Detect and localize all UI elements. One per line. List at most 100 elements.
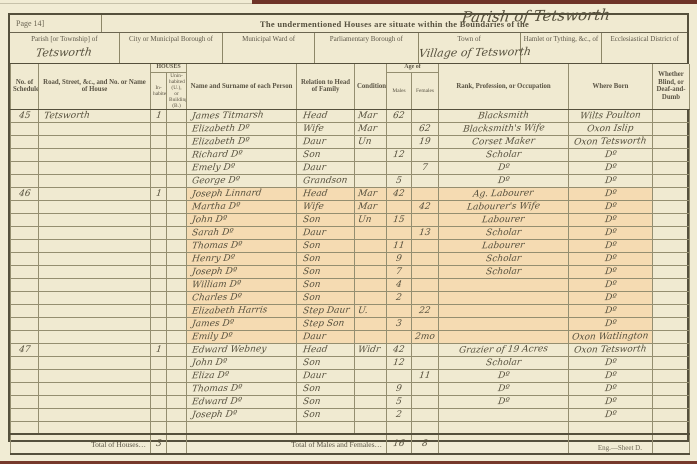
road-cell <box>38 329 151 344</box>
relation-cell-text: Daur <box>302 136 327 147</box>
infirmity-cell <box>652 134 690 149</box>
age-male-cell: 42 <box>386 186 412 201</box>
age-male-cell: 9 <box>386 251 412 266</box>
born-cell: Dº <box>568 199 653 214</box>
inhabited-cell <box>150 199 167 214</box>
born-cell: Oxon Watlington <box>568 329 653 344</box>
road-cell <box>38 394 151 409</box>
uninhabited-cell <box>166 238 187 253</box>
name-cell-text: Emily Dº <box>191 331 233 342</box>
condition-cell <box>354 407 387 422</box>
age-male-cell: 12 <box>386 147 412 162</box>
name-cell-text: James Titmarsh <box>191 109 265 122</box>
relation-cell-text: Head <box>302 110 329 121</box>
name-cell: Elizabeth Harris <box>186 303 297 318</box>
born-cell: Dº <box>568 264 653 279</box>
totals-empty-cell <box>438 433 569 455</box>
relation-cell-text: Son <box>302 240 322 251</box>
age-female-cell-text: 13 <box>418 227 432 238</box>
uninhabited-cell <box>166 368 187 383</box>
occupation-cell <box>438 420 569 435</box>
relation-cell <box>296 420 355 435</box>
age-male-cell-text: 11 <box>392 240 406 251</box>
total-persons-label: Total of Males and Females… <box>186 433 387 455</box>
schedule-cell <box>10 381 39 396</box>
born-cell-text: Dº <box>604 266 617 277</box>
born-cell-text: Dº <box>604 383 617 394</box>
age-female-cell <box>411 147 439 162</box>
infirmity-cell <box>652 173 690 188</box>
age-male-cell: 9 <box>386 381 412 396</box>
occupation-cell: Blacksmith <box>438 108 569 123</box>
name-cell: Emily Dº <box>186 329 297 344</box>
table-row: Edward Dº Son 5 Dº Dº <box>10 394 690 409</box>
inhabited-cell <box>150 303 167 318</box>
occupation-cell-text: Scholar <box>485 253 522 264</box>
column-headers: No. of Schedule Road, Street, &c., and N… <box>10 64 690 110</box>
inhabited-cell-text: 1 <box>155 110 163 121</box>
relation-cell-text: Son <box>302 292 322 303</box>
uninhabited-cell <box>166 303 187 318</box>
relation-cell: Daur <box>296 329 355 344</box>
name-cell: Edward Dº <box>186 394 297 409</box>
relation-cell-text: Son <box>302 149 322 160</box>
condition-cell: Un <box>354 134 387 149</box>
name-cell-text: Sarah Dº <box>191 227 235 238</box>
age-male-cell-text: 42 <box>392 344 406 355</box>
name-cell-text: Emely Dº <box>191 162 236 173</box>
inhabited-cell: 1 <box>150 108 167 123</box>
born-cell-text: Dº <box>604 279 617 290</box>
schedule-cell-text: 47 <box>18 344 31 355</box>
header-infirmity: Whether Blind, or Deaf-and-Dumb <box>652 64 690 110</box>
total-males-value: 16 <box>386 433 412 455</box>
relation-cell: Son <box>296 251 355 266</box>
born-cell-text: Oxon Tetsworth <box>573 343 648 356</box>
occupation-cell: Corset Maker <box>438 134 569 149</box>
age-male-cell-text: 7 <box>395 266 403 277</box>
age-male-cell <box>386 420 412 435</box>
age-female-cell <box>411 290 439 305</box>
infirmity-cell <box>652 303 690 318</box>
infirmity-cell <box>652 420 690 435</box>
infirmity-cell <box>652 238 690 253</box>
condition-cell: Un <box>354 212 387 227</box>
table-row: Sarah Dº Daur 13 Scholar Dº <box>10 225 690 240</box>
inhabited-cell <box>150 160 167 175</box>
condition-cell <box>354 277 387 292</box>
table-row: Thomas Dº Son 11 Labourer Dº <box>10 238 690 253</box>
name-cell: Edward Webney <box>186 342 297 357</box>
occupation-cell <box>438 277 569 292</box>
born-cell-text: Dº <box>604 318 617 329</box>
table-row: Elizabeth Dº Daur Un 19 Corset Maker Oxon Tet… <box>10 134 690 149</box>
name-cell: John Dº <box>186 212 297 227</box>
schedule-cell <box>10 199 39 214</box>
infirmity-cell <box>652 381 690 396</box>
name-cell: Thomas Dº <box>186 238 297 253</box>
relation-cell-text: Son <box>302 383 322 394</box>
occupation-cell-text: Scholar <box>485 149 522 160</box>
infirmity-cell <box>652 277 690 292</box>
location-col-6: Hamlet or Tything, &c., of <box>521 33 603 63</box>
age-female-cell <box>411 355 439 370</box>
header-age-females: Females <box>411 71 439 110</box>
born-cell: Oxon Tetsworth <box>568 134 653 149</box>
infirmity-cell <box>652 160 690 175</box>
schedule-cell <box>10 420 39 435</box>
name-cell: Thomas Dº <box>186 381 297 396</box>
schedule-cell <box>10 368 39 383</box>
table-row: Emely Dº Daur 7 Dº Dº <box>10 160 690 175</box>
schedule-cell <box>10 407 39 422</box>
location-col-value: Tetsworth <box>35 45 94 60</box>
age-male-cell: 62 <box>386 108 412 123</box>
relation-cell: Daur <box>296 368 355 383</box>
occupation-cell-text: Scholar <box>485 357 522 368</box>
uninhabited-cell <box>166 225 187 240</box>
location-col-5: Town of Village of Tetsworth <box>418 33 531 63</box>
road-cell <box>38 251 151 266</box>
inhabited-cell <box>150 251 167 266</box>
age-male-cell: 5 <box>386 394 412 409</box>
schedule-cell <box>10 316 39 331</box>
road-cell <box>38 186 151 201</box>
road-cell <box>38 238 151 253</box>
